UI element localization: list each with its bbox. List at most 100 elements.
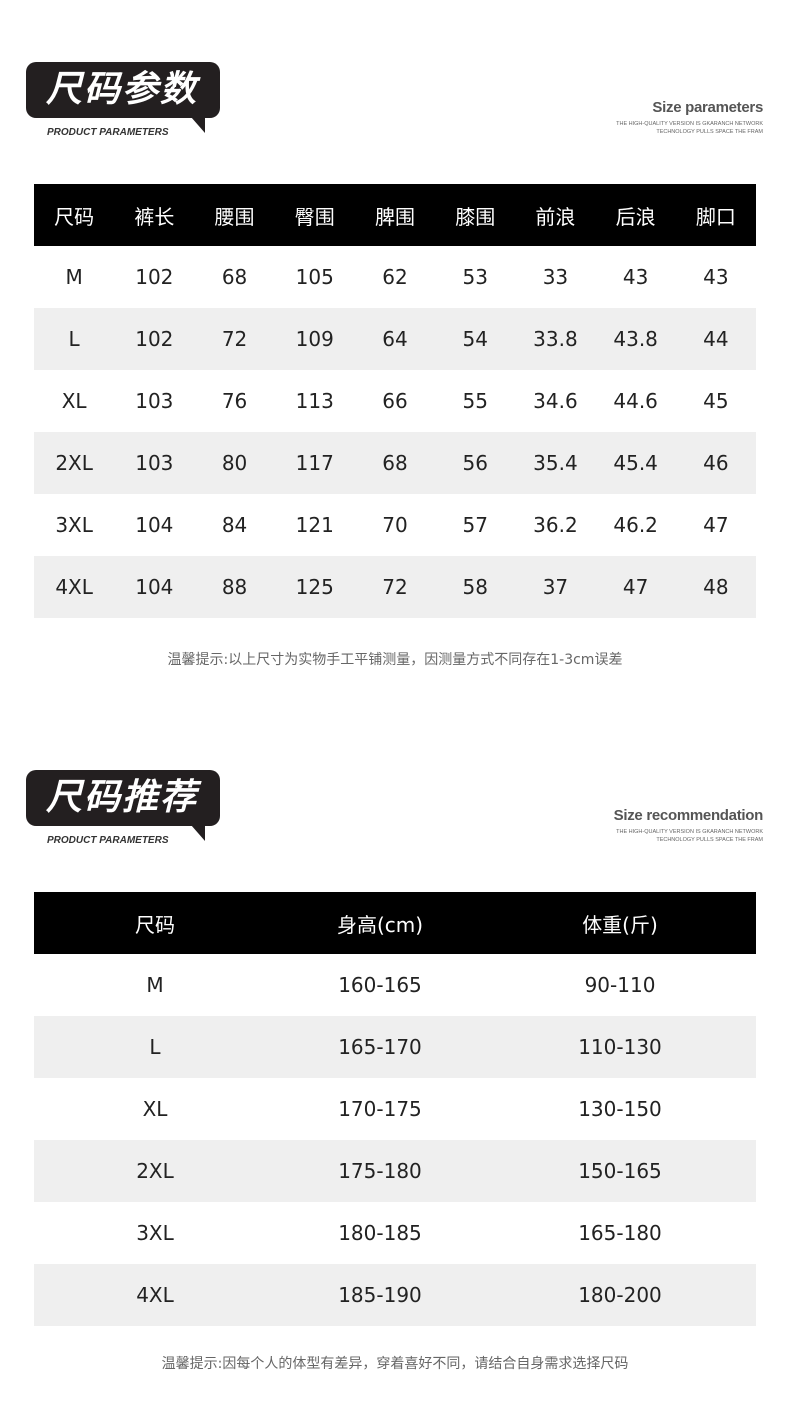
table-cell: 125 xyxy=(274,556,355,618)
column-header: 裤长 xyxy=(114,184,195,246)
table-cell: 76 xyxy=(221,389,248,413)
section-en-heading: Size recommendation THE HIGH-QUALITY VER… xyxy=(613,807,764,844)
table-cell: 36.2 xyxy=(533,513,578,537)
table-cell: 102 xyxy=(135,265,174,289)
table-cell: 46 xyxy=(675,432,756,494)
table-cell: 80 xyxy=(194,432,275,494)
table-cell: XL xyxy=(61,389,87,413)
table-row: 3XL 104 84 121 70 57 36.2 46.2 47 xyxy=(34,494,756,556)
table-cell: 70 xyxy=(382,513,408,537)
badge-tail xyxy=(191,825,205,841)
table-cell: 3XL xyxy=(136,1221,174,1245)
table-cell: 88 xyxy=(194,556,275,618)
table-header-row: 尺码 裤长 腰围 臀围 脾围 膝围 前浪 后浪 脚口 xyxy=(34,184,756,246)
table-cell: 47 xyxy=(595,556,676,618)
table-cell: 165-180 xyxy=(578,1221,662,1245)
table-cell: 84 xyxy=(221,513,248,537)
table-cell: 44 xyxy=(675,308,756,370)
table-cell: 64 xyxy=(354,308,436,370)
table-row: XL 170-175 130-150 xyxy=(34,1078,756,1140)
recommendation-note: 温馨提示:因每个人的体型有差异，穿着喜好不同，请结合自身需求选择尺码 xyxy=(161,1356,629,1372)
table-cell: 56 xyxy=(435,432,516,494)
en-subline: TECHNOLOGY PULLS SPACE THE FRAM xyxy=(656,129,763,135)
table-row: 4XL 104 88 125 72 58 37 47 48 xyxy=(34,556,756,618)
table-cell: XL xyxy=(142,1097,168,1121)
table-cell: 34.6 xyxy=(533,389,578,413)
section-en-heading: Size parameters THE HIGH-QUALITY VERSION… xyxy=(616,99,763,136)
table-row: L 102 72 109 64 54 33.8 43.8 44 xyxy=(34,308,756,370)
section-badge: 尺码推荐 xyxy=(26,770,220,826)
en-title: Size recommendation xyxy=(613,807,764,824)
measurement-note: 温馨提示:以上尺寸为实物手工平铺测量，因测量方式不同存在1-3cm误差 xyxy=(167,652,623,668)
table-cell: 180-185 xyxy=(338,1221,422,1245)
table-cell: 109 xyxy=(274,308,355,370)
table-cell: 33.8 xyxy=(515,308,596,370)
column-header: 身高(cm) xyxy=(276,892,484,954)
table-cell: 37 xyxy=(515,556,596,618)
size-parameters-table: 尺码 裤长 腰围 臀围 脾围 膝围 前浪 后浪 脚口 M 102 68 105 62 53 33 43 43 L 10… xyxy=(34,184,756,618)
badge-tail xyxy=(191,117,205,133)
table-cell: M xyxy=(65,265,83,289)
en-subline: TECHNOLOGY PULLS SPACE THE FRAM xyxy=(656,837,763,843)
column-header: 臀围 xyxy=(274,184,355,246)
column-header: 腰围 xyxy=(194,184,275,246)
table-cell: 170-175 xyxy=(338,1097,422,1121)
table-cell: 58 xyxy=(435,556,516,618)
table-cell: 2XL xyxy=(34,1140,276,1202)
table-cell: 103 xyxy=(114,432,195,494)
table-cell: 102 xyxy=(114,308,195,370)
column-header: 脾围 xyxy=(354,184,436,246)
table-cell: 165-170 xyxy=(276,1016,484,1078)
section-title: 尺码推荐 xyxy=(46,777,199,818)
en-subline: THE HIGH-QUALITY VERSION IS GKARANCH NET… xyxy=(616,121,763,127)
table-row: 3XL 180-185 165-180 xyxy=(34,1202,756,1264)
table-row: 2XL 103 80 117 68 56 35.4 45.4 46 xyxy=(34,432,756,494)
size-recommendation-table: 尺码 身高(cm) 体重(斤) M 160-165 90-110 L 165-170 110-1… xyxy=(34,892,756,1326)
table-cell: 72 xyxy=(194,308,275,370)
table-cell: 68 xyxy=(354,432,436,494)
section-badge: 尺码参数 xyxy=(26,62,220,118)
table-cell: 113 xyxy=(295,389,334,413)
table-cell: 47 xyxy=(703,513,729,537)
column-header: 膝围 xyxy=(435,184,516,246)
column-header: 体重(斤) xyxy=(484,892,756,954)
table-cell: L xyxy=(34,308,115,370)
table-cell: 68 xyxy=(221,265,248,289)
table-cell: 160-165 xyxy=(338,973,422,997)
section-title: 尺码参数 xyxy=(46,69,199,110)
table-row: 4XL 185-190 180-200 xyxy=(34,1264,756,1326)
table-cell: 90-110 xyxy=(584,973,656,997)
table-cell: 55 xyxy=(462,389,488,413)
table-row: M 102 68 105 62 53 33 43 43 xyxy=(34,246,756,308)
en-title: Size parameters xyxy=(652,99,763,116)
table-cell: 45 xyxy=(703,389,729,413)
table-cell: 185-190 xyxy=(276,1264,484,1326)
table-cell: 54 xyxy=(435,308,516,370)
table-cell: 43 xyxy=(703,265,729,289)
table-cell: 53 xyxy=(462,265,488,289)
table-cell: 180-200 xyxy=(484,1264,756,1326)
table-cell: 57 xyxy=(462,513,488,537)
table-cell: 110-130 xyxy=(484,1016,756,1078)
table-header-row: 尺码 身高(cm) 体重(斤) xyxy=(34,892,756,954)
table-cell: 35.4 xyxy=(515,432,596,494)
section-subtitle: PRODUCT PARAMETERS xyxy=(47,835,169,846)
table-cell: 121 xyxy=(295,513,334,537)
table-row: XL 103 76 113 66 55 34.6 44.6 45 xyxy=(34,370,756,432)
table-cell: 104 xyxy=(114,556,195,618)
table-cell: 175-180 xyxy=(276,1140,484,1202)
column-header: 前浪 xyxy=(515,184,596,246)
table-cell: 105 xyxy=(295,265,334,289)
table-row: 2XL 175-180 150-165 xyxy=(34,1140,756,1202)
column-header: 尺码 xyxy=(34,892,276,954)
table-cell: 44.6 xyxy=(613,389,658,413)
table-cell: 2XL xyxy=(34,432,115,494)
column-header: 后浪 xyxy=(595,184,676,246)
table-cell: 4XL xyxy=(34,556,115,618)
table-cell: 33 xyxy=(542,265,569,289)
table-cell: 46.2 xyxy=(613,513,658,537)
table-row: L 165-170 110-130 xyxy=(34,1016,756,1078)
en-subline: THE HIGH-QUALITY VERSION IS GKARANCH NET… xyxy=(616,829,763,835)
table-cell: 3XL xyxy=(55,513,93,537)
